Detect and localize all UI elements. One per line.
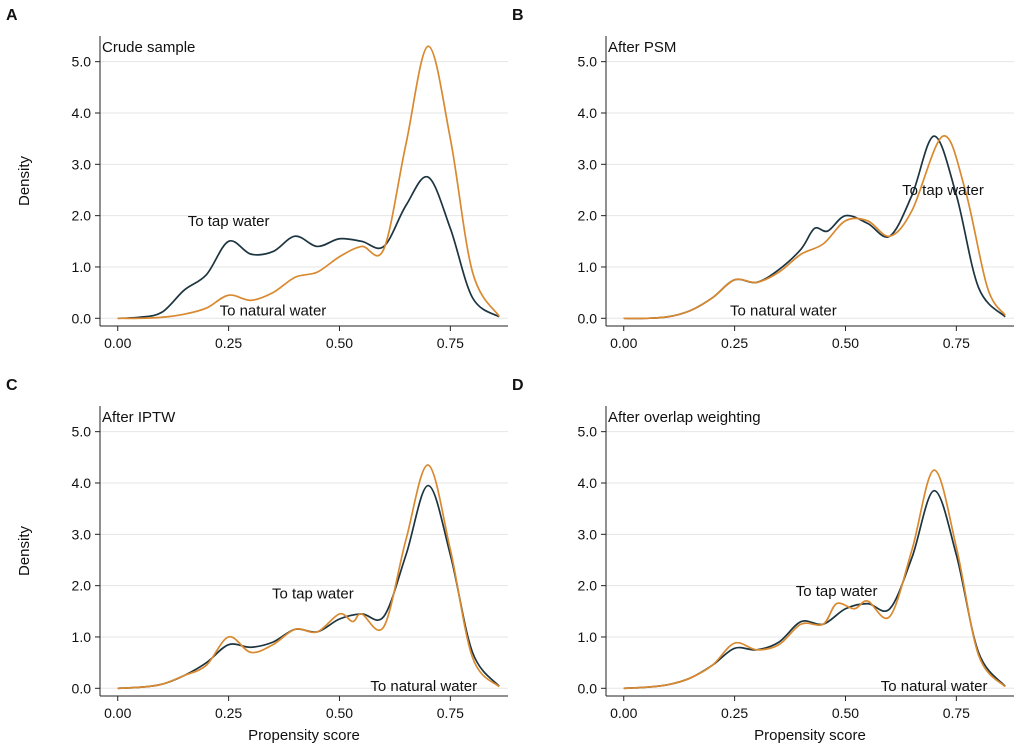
- y-tick-label: 1.0: [578, 259, 598, 275]
- series-line-natural-water: [117, 45, 500, 320]
- y-tick-label: 1.0: [72, 259, 92, 275]
- panel-a: 0.0 1.0 2.0 3.0 4.0 5.0 0.00 0.25 0.50 0.75 A Crude…: [6, 7, 508, 351]
- y-axis-label: Density: [16, 155, 33, 206]
- y-tick-label: 3.0: [578, 156, 598, 172]
- x-tick-label: 0.50: [326, 705, 353, 721]
- x-tick-label: 0.75: [437, 335, 464, 351]
- panel-c: 0.0 1.0 2.0 3.0 4.0 5.0 0.00 0.25 0.50 0.75 C After…: [6, 377, 508, 744]
- y-tick-label: 5.0: [578, 54, 598, 70]
- y-tick-label: 0.0: [578, 310, 598, 326]
- x-tick-label: 0.00: [610, 335, 637, 351]
- x-tick-label: 0.50: [326, 335, 353, 351]
- y-tick-label: 2.0: [578, 208, 598, 224]
- annotation-label: To natural water: [730, 303, 837, 320]
- x-axis-label: Propensity score: [754, 727, 866, 744]
- y-tick-label: 2.0: [72, 578, 92, 594]
- panel-title: After overlap weighting: [608, 409, 761, 426]
- x-tick-label: 0.25: [215, 335, 242, 351]
- y-tick-label: 2.0: [72, 208, 92, 224]
- x-axis-label: Propensity score: [248, 727, 360, 744]
- panel-b: 0.0 1.0 2.0 3.0 4.0 5.0 0.00 0.25 0.50 0.75 B After…: [512, 7, 1014, 351]
- panel-letter: D: [512, 377, 524, 394]
- annotation-label: To tap water: [796, 583, 878, 600]
- y-tick-label: 2.0: [578, 578, 598, 594]
- y-tick-label: 3.0: [578, 526, 598, 542]
- x-tick-label: 0.00: [104, 335, 131, 351]
- y-tick-label: 0.0: [72, 310, 92, 326]
- y-tick-label: 0.0: [72, 680, 92, 696]
- panel-title: Crude sample: [102, 39, 195, 56]
- x-tick-label: 0.25: [721, 705, 748, 721]
- y-axis-label: Density: [16, 525, 33, 576]
- y-tick-label: 4.0: [72, 105, 92, 121]
- annotation-label: To tap water: [188, 213, 270, 230]
- x-tick-label: 0.75: [437, 705, 464, 721]
- annotation-label: To natural water: [881, 678, 988, 695]
- annotation-label: To natural water: [370, 678, 477, 695]
- panel-title: After IPTW: [102, 409, 176, 426]
- x-tick-label: 0.50: [832, 335, 859, 351]
- y-tick-label: 1.0: [72, 629, 92, 645]
- panel-letter: B: [512, 7, 524, 24]
- x-tick-label: 0.75: [943, 335, 970, 351]
- annotation-label: To natural water: [220, 303, 327, 320]
- y-tick-label: 5.0: [72, 424, 92, 440]
- series-line-natural-water: [623, 135, 1006, 320]
- x-tick-label: 0.75: [943, 705, 970, 721]
- x-tick-label: 0.50: [832, 705, 859, 721]
- y-tick-label: 4.0: [578, 475, 598, 491]
- panel-letter: C: [6, 377, 18, 394]
- y-tick-label: 1.0: [578, 629, 598, 645]
- panel-d: 0.0 1.0 2.0 3.0 4.0 5.0 0.00 0.25 0.50 0.75 D After…: [512, 377, 1014, 744]
- x-tick-label: 0.25: [721, 335, 748, 351]
- x-tick-label: 0.25: [215, 705, 242, 721]
- x-tick-label: 0.00: [610, 705, 637, 721]
- y-tick-label: 4.0: [578, 105, 598, 121]
- y-tick-label: 0.0: [578, 680, 598, 696]
- panel-title: After PSM: [608, 39, 676, 56]
- annotation-label: To tap water: [902, 182, 984, 199]
- series-line-tap-water: [117, 175, 500, 320]
- series-line-tap-water: [623, 135, 1006, 320]
- x-tick-label: 0.00: [104, 705, 131, 721]
- series-line-natural-water: [117, 464, 500, 690]
- annotation-label: To tap water: [272, 585, 354, 602]
- y-tick-label: 3.0: [72, 526, 92, 542]
- panel-letter: A: [6, 7, 18, 24]
- y-tick-label: 5.0: [72, 54, 92, 70]
- y-tick-label: 4.0: [72, 475, 92, 491]
- series-line-natural-water: [623, 469, 1006, 690]
- y-tick-label: 3.0: [72, 156, 92, 172]
- y-tick-label: 5.0: [578, 424, 598, 440]
